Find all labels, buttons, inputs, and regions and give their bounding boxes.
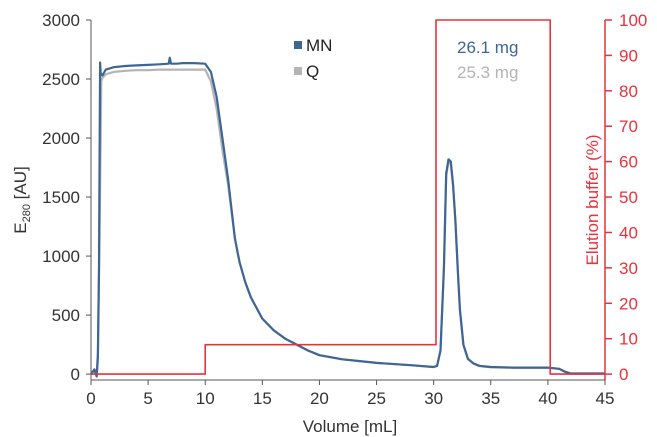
y2-ticks: 0 10 20 30 40 50 60 70 80 90 100 [605,11,647,384]
x-tick-label: 35 [481,389,500,408]
y-axis-title-subscript: 280 [21,204,33,222]
y-tick-label: 0 [71,365,80,384]
x-tick-label: 20 [310,389,329,408]
y-axis-title: E280 [AU] [11,166,33,234]
y2-tick-label: 30 [619,259,638,278]
y-ticks: 0 500 1000 1500 2000 2500 3000 [42,11,91,384]
y2-tick-label: 50 [619,188,638,207]
y-tick-label: 2000 [42,129,80,148]
y-tick-label: 3000 [42,11,80,30]
series-line-q [90,68,605,377]
x-tick-label: 45 [596,389,615,408]
y-tick-label: 1500 [42,188,80,207]
axes [90,20,606,381]
x-tick-label: 25 [367,389,386,408]
y2-tick-label: 90 [619,46,638,65]
y2-tick-label: 10 [619,330,638,349]
y-tick-label: 500 [52,306,80,325]
legend: MN Q [294,36,332,81]
x-tick-label: 0 [86,389,95,408]
x-tick-label: 10 [196,389,215,408]
annotation-mn-mass: 26.1 mg [457,38,518,57]
annotation-q-mass: 25.3 mg [457,63,518,82]
y2-tick-label: 20 [619,294,638,313]
y2-tick-label: 0 [619,365,628,384]
y2-tick-label: 100 [619,11,647,30]
legend-swatch-q [294,67,302,75]
x-tick-label: 15 [253,389,272,408]
y-tick-label: 1000 [42,247,80,266]
series-line-mn [90,56,605,378]
x-axis-title: Volume [mL] [303,417,398,436]
y2-tick-label: 70 [619,117,638,136]
y-tick-label: 2500 [42,70,80,89]
legend-label-q: Q [306,62,319,81]
y2-tick-label: 80 [619,82,638,101]
x-tick-label: 5 [143,389,152,408]
y2-axis-title: Elution buffer (%) [583,134,602,265]
legend-label-mn: MN [306,36,332,55]
y2-tick-label: 40 [619,223,638,242]
x-tick-label: 40 [538,389,557,408]
legend-swatch-mn [294,41,302,49]
x-ticks: 0 5 10 15 20 25 30 35 40 45 [86,380,614,408]
x-tick-label: 30 [424,389,443,408]
series-layer [90,19,605,378]
series-line-elution-buffer [91,19,605,375]
y-axis-title-main: E [11,222,30,233]
y-axis-title-unit: [AU] [11,166,30,204]
y2-tick-label: 60 [619,153,638,172]
